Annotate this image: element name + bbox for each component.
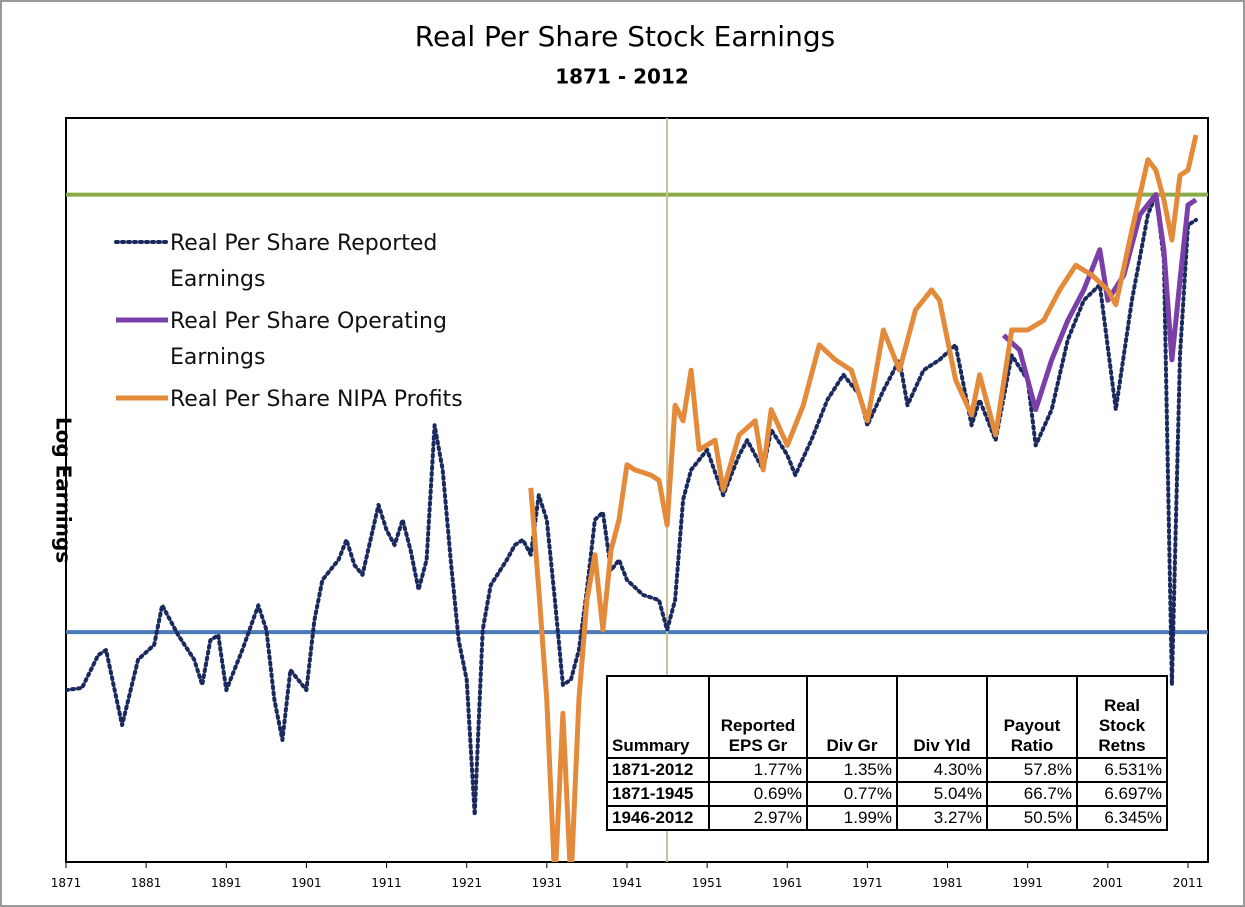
table-cell: 0.77% — [806, 781, 898, 807]
table-cell: 5.04% — [896, 781, 988, 807]
table-cell: 6.531% — [1076, 757, 1168, 783]
table-cell: 6.697% — [1076, 781, 1168, 807]
series-line — [66, 192, 1198, 818]
x-tick-label: 1941 — [612, 876, 643, 890]
x-tick-label: 1981 — [932, 876, 963, 890]
header-cell: Div Yld — [896, 675, 988, 759]
table-cell: 1871-2012 — [606, 757, 710, 783]
x-tick-label: 1871 — [51, 876, 82, 890]
header-cell: Summary — [606, 675, 710, 759]
x-tick-label: 1991 — [1012, 876, 1043, 890]
plot-marks — [66, 118, 1208, 862]
table-cell: 1.77% — [708, 757, 808, 783]
header-cell: Reported EPS Gr — [708, 675, 808, 759]
series-line — [1001, 192, 1198, 413]
legend-swatch — [114, 240, 170, 244]
table-cell: 1946-2012 — [606, 805, 710, 831]
table-cell: 57.8% — [986, 757, 1078, 783]
x-tick-label: 2001 — [1093, 876, 1124, 890]
table-cell: 1.99% — [806, 805, 898, 831]
table-cell: 1.35% — [806, 757, 898, 783]
table-cell: 1871-1945 — [606, 781, 710, 807]
legend-label: Real Per Share Reported Earnings — [170, 231, 438, 292]
x-tick-label: 1901 — [291, 876, 322, 890]
legend-item: Real Per Share Operating Earnings — [112, 304, 502, 376]
summary-table: Summary Reported EPS Gr Div Gr Div Yld Payou… — [606, 675, 1168, 831]
chart-title: Real Per Share Stock Earnings — [415, 20, 835, 53]
legend: Real Per Share Reported Earnings Real Per… — [112, 226, 502, 424]
table-cell: 4.30% — [896, 757, 988, 783]
x-tick-label: 1971 — [852, 876, 883, 890]
x-tick-label: 1931 — [532, 876, 563, 890]
plot-area — [65, 117, 1209, 863]
header-cell: Real Stock Retns — [1076, 675, 1168, 759]
table-row: 1871-1945 0.69% 0.77% 5.04% 66.7% 6.697% — [606, 781, 1168, 807]
x-tick-label: 1961 — [772, 876, 803, 890]
table-cell: 50.5% — [986, 805, 1078, 831]
table-row: 1946-2012 2.97% 1.99% 3.27% 50.5% 6.345% — [606, 805, 1168, 831]
y-axis-label: Log Earnings — [52, 417, 76, 563]
table-cell: 66.7% — [986, 781, 1078, 807]
table-body: 1871-2012 1.77% 1.35% 4.30% 57.8% 6.531% 1871-… — [606, 757, 1168, 831]
legend-label: Real Per Share NIPA Profits — [170, 387, 463, 412]
table-cell: 3.27% — [896, 805, 988, 831]
x-tick-label: 1911 — [371, 876, 402, 890]
x-tick-label: 1891 — [211, 876, 242, 890]
legend-item: Real Per Share NIPA Profits — [112, 382, 502, 418]
legend-item: Real Per Share Reported Earnings — [112, 226, 502, 298]
legend-swatch — [116, 317, 168, 323]
x-tick-label: 1921 — [451, 876, 482, 890]
chart-subtitle: 1871 - 2012 — [555, 65, 689, 89]
x-tick-label: 1951 — [692, 876, 723, 890]
x-tick-label: 2011 — [1173, 876, 1204, 890]
legend-label: Real Per Share Operating Earnings — [170, 309, 447, 370]
series-line — [528, 134, 1199, 862]
header-row: Summary Reported EPS Gr Div Gr Div Yld Payou… — [606, 675, 1168, 759]
table-cell: 6.345% — [1076, 805, 1168, 831]
legend-swatch — [116, 395, 168, 401]
header-cell: Payout Ratio — [986, 675, 1078, 759]
header-cell: Div Gr — [806, 675, 898, 759]
table-cell: 2.97% — [708, 805, 808, 831]
table-row: 1871-2012 1.77% 1.35% 4.30% 57.8% 6.531% — [606, 757, 1168, 783]
x-tick-label: 1881 — [131, 876, 162, 890]
table-cell: 0.69% — [708, 781, 808, 807]
